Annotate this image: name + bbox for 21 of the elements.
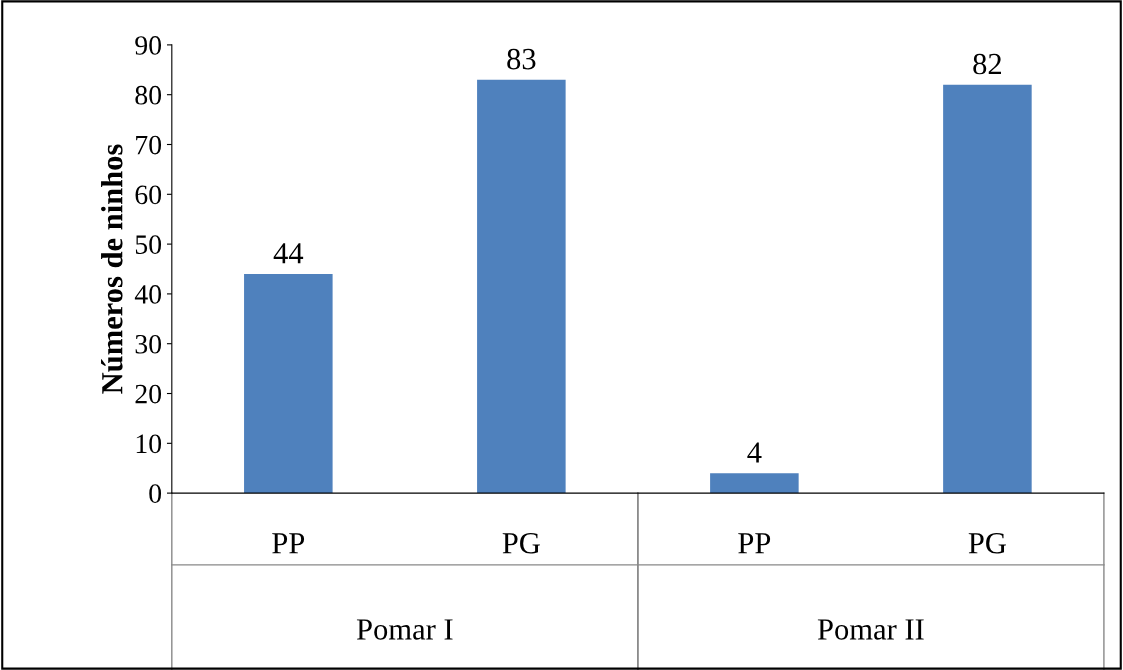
y-tick-label: 90	[135, 36, 162, 55]
text: Pomar I	[356, 619, 453, 640]
y-tick-label: 40	[134, 285, 162, 304]
data-label: 44	[273, 243, 304, 264]
y-tick-label: 0	[149, 484, 162, 504]
x-tick-label: PP	[272, 533, 305, 554]
y-tick-label: 50	[135, 235, 162, 255]
y-tick-label: 60	[135, 185, 162, 205]
y-tick-label: 30	[135, 334, 162, 354]
data-label: 4	[747, 442, 762, 463]
data-label: 82	[973, 53, 1001, 75]
y-tick-label: 10	[136, 434, 162, 454]
y-axis-title: Números de ninhos	[101, 144, 123, 394]
y-tick-label: 20	[135, 384, 162, 404]
x-tick-label: PP	[738, 533, 771, 554]
x-tick-label: PG	[502, 532, 540, 554]
data-label: 83	[507, 48, 536, 70]
text: Pomar II	[817, 619, 924, 640]
x-tick-label: PG	[968, 532, 1006, 554]
y-tick-label: 70	[136, 135, 162, 155]
y-tick-label: 80	[135, 85, 162, 105]
